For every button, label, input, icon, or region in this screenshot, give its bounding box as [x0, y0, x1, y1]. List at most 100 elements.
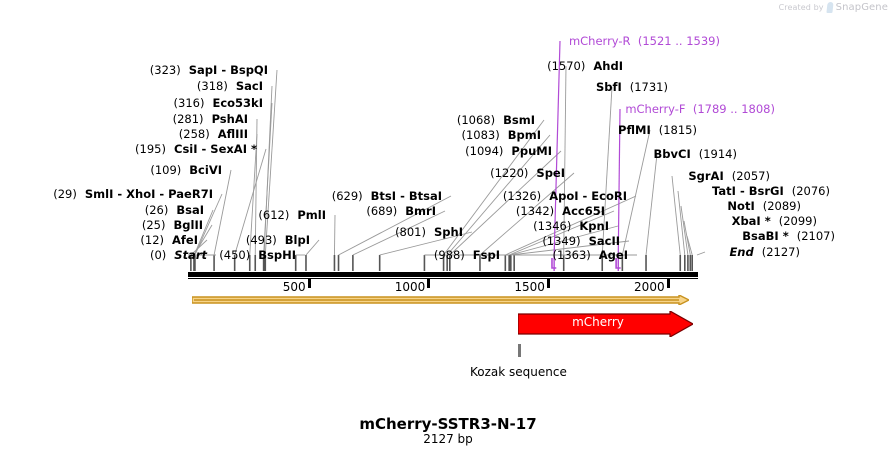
- annotation-position-bsabi: (2107): [796, 229, 835, 243]
- annotation-name: SexAI *: [210, 142, 257, 156]
- annotation-position-btsi-btsai: (629): [331, 189, 363, 203]
- annotation-label-tati-bsrgi[interactable]: TatI - BsrGI (2076): [0, 185, 830, 197]
- annotation-label-sapi-bspqi[interactable]: (323) SapI - BspQI: [0, 64, 268, 76]
- annotation-label-bcivi[interactable]: (109) BciVI: [0, 164, 222, 176]
- annotation-names-spei: SpeI: [536, 166, 565, 180]
- annotation-name: BmrI: [405, 204, 436, 218]
- annotation-label-pflmi[interactable]: PflMI (1815): [0, 124, 697, 136]
- annotation-label-xbai[interactable]: XbaI * (2099): [0, 215, 817, 227]
- annotation-name: Start: [174, 248, 207, 262]
- annotation-label-apoi-ecori[interactable]: (1326) ApoI - EcoRI: [0, 190, 627, 202]
- annotation-label-ahdi[interactable]: (1570) AhdI: [0, 60, 623, 72]
- annotation-names-sphi: SphI: [434, 225, 463, 239]
- annotation-name: CsiI: [174, 142, 198, 156]
- name-separator: -: [155, 187, 169, 201]
- annotation-name: SgrAI: [688, 169, 724, 183]
- annotation-names-sapi-bspqi: SapI - BspQI: [189, 63, 268, 77]
- ruler-tick-mark-1000: [427, 279, 431, 288]
- annotation-label-bsabi[interactable]: BsaBI * (2107): [0, 230, 835, 242]
- annotation-name: Acc65I: [562, 204, 605, 218]
- annotation-name: BspQI: [230, 63, 268, 77]
- annotation-label-afei[interactable]: (12) AfeI: [0, 234, 198, 246]
- annotation-names-sgrai: SgrAI: [688, 169, 723, 183]
- annotation-names-bsmi: BsmI: [503, 113, 535, 127]
- annotation-name: ApoI: [549, 189, 579, 203]
- annotation-label-bmri[interactable]: (689) BmrI: [0, 205, 436, 217]
- annotation-name: KpnI: [579, 219, 609, 233]
- annotation-label-pmli[interactable]: (612) PmlI: [0, 209, 326, 221]
- annotation-position-csii-sexai: (195): [135, 142, 166, 156]
- ruler-tick-mark-1500: [546, 279, 550, 288]
- feature-arrow-mcherry[interactable]: [518, 311, 693, 337]
- annotation-label-mcherry-r[interactable]: mCherry-R (1521 .. 1539): [0, 35, 720, 47]
- annotation-label-blpi[interactable]: (493) BlpI: [0, 234, 310, 246]
- annotation-names-end: End: [729, 245, 753, 259]
- annotation-label-bbvci[interactable]: BbvCI (1914): [0, 148, 737, 160]
- annotation-label-smli-xhoi-paer7i[interactable]: (29) SmlI - XhoI - PaeR7I: [0, 188, 213, 200]
- annotation-label-end[interactable]: End (2127): [0, 246, 800, 258]
- annotation-label-bglii[interactable]: (25) BglII: [0, 219, 203, 231]
- annotation-names-csii-sexai: CsiI - SexAI *: [174, 142, 257, 156]
- name-separator: -: [578, 189, 592, 203]
- annotation-label-start[interactable]: (0) Start: [0, 249, 207, 261]
- annotation-label-bsai[interactable]: (26) BsaI: [0, 204, 204, 216]
- annotation-label-kpni[interactable]: (1346) KpnI: [0, 220, 609, 232]
- annotation-position-ppumi: (1094): [465, 144, 504, 158]
- annotation-label-bpmi[interactable]: (1083) BpmI: [0, 129, 541, 141]
- annotation-position-fspi: (988): [433, 248, 465, 262]
- annotation-name: SbfI: [595, 80, 622, 94]
- annotation-names-pflmi: PflMI: [618, 123, 651, 137]
- annotation-position-bsmi: (1068): [456, 113, 496, 127]
- annotation-label-fspi[interactable]: (988) FspI: [0, 249, 500, 261]
- annotation-names-kpni: KpnI: [579, 219, 609, 233]
- annotation-position-bbvci: (1914): [698, 147, 737, 161]
- annotation-name: SacI: [235, 79, 263, 93]
- annotation-position-spei: (1220): [490, 166, 529, 180]
- annotation-name: BsmI: [503, 113, 535, 127]
- annotation-position-bglii: (25): [141, 218, 166, 232]
- annotation-label-sacii[interactable]: (1349) SacII: [0, 235, 620, 247]
- annotation-name: AgeI: [598, 248, 628, 262]
- annotation-names-smli-xhoi-paer7i: SmlI - XhoI - PaeR7I: [85, 187, 213, 201]
- ruler-tick-label-1000: 1000: [394, 280, 426, 294]
- annotation-position-bsai: (26): [144, 203, 169, 217]
- annotation-name: PpuMI: [511, 144, 552, 158]
- name-separator: -: [197, 142, 211, 156]
- annotation-label-acc65i[interactable]: (1342) Acc65I: [0, 205, 605, 217]
- annotation-label-btsi-btsai[interactable]: (629) BtsI - BtsaI: [0, 190, 442, 202]
- annotation-label-spei[interactable]: (1220) SpeI: [0, 167, 565, 179]
- annotation-label-mcherry-f[interactable]: mCherry-F (1789 .. 1808): [0, 103, 775, 115]
- annotation-label-ppumi[interactable]: (1094) PpuMI: [0, 145, 552, 157]
- annotation-names-afei: AfeI: [172, 233, 198, 247]
- annotation-names-acc65i: Acc65I: [562, 204, 605, 218]
- annotation-name: FspI: [472, 248, 500, 262]
- annotation-position-kpni: (1346): [533, 219, 572, 233]
- annotation-label-bsphi[interactable]: (450) BspHI: [0, 249, 296, 261]
- annotation-label-bsmi[interactable]: (1068) BsmI: [0, 114, 535, 126]
- annotation-label-pshai[interactable]: (281) PshAI: [0, 113, 248, 125]
- annotation-label-agei[interactable]: (1363) AgeI: [0, 249, 628, 261]
- kozak-sequence-label: Kozak sequence: [470, 365, 567, 379]
- annotation-position-pflmi: (1815): [658, 123, 697, 137]
- annotation-position-bpmi: (1083): [461, 128, 500, 142]
- annotation-label-afliii[interactable]: (258) AflIII: [0, 128, 248, 140]
- annotation-label-sbfi[interactable]: SbfI (1731): [0, 81, 668, 93]
- annotation-position-bcivi: (109): [150, 163, 182, 177]
- annotation-name: BciVI: [189, 163, 222, 177]
- annotation-name: Eco53kI: [212, 96, 263, 110]
- name-separator: -: [113, 187, 127, 201]
- annotation-label-sphi[interactable]: (801) SphI: [0, 226, 463, 238]
- annotation-label-eco53ki[interactable]: (316) Eco53kI: [0, 97, 263, 109]
- annotation-label-noti[interactable]: NotI (2089): [0, 200, 801, 212]
- annotation-label-csii-sexai[interactable]: (195) CsiI - SexAI *: [0, 143, 257, 155]
- annotation-name: PflMI: [618, 123, 651, 137]
- annotation-label-saci[interactable]: (318) SacI: [0, 80, 263, 92]
- annotation-label-sgrai[interactable]: SgrAI (2057): [0, 170, 770, 182]
- annotation-names-bmri: BmrI: [405, 204, 436, 218]
- snapgene-logo-icon: [826, 2, 834, 13]
- annotation-names-bsai: BsaI: [176, 203, 204, 217]
- annotation-names-afliii: AflIII: [218, 127, 248, 141]
- annotation-name: BsaBI *: [742, 229, 789, 243]
- kozak-sequence-marker: [518, 344, 521, 357]
